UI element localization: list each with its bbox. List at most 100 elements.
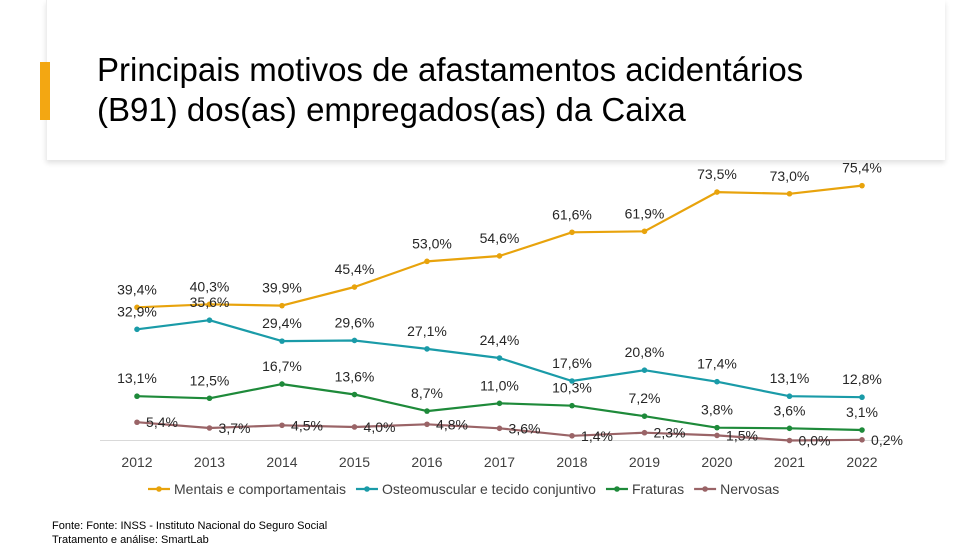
- data-point: [134, 419, 140, 426]
- data-label: 17,4%: [697, 356, 737, 372]
- data-point: [424, 421, 430, 428]
- data-point: [351, 337, 358, 344]
- data-label: 11,0%: [480, 377, 519, 393]
- data-point: [351, 424, 358, 430]
- data-label: 32,9%: [117, 303, 157, 319]
- data-label: 3,8%: [701, 402, 733, 418]
- legend-label: Mentais e comportamentais: [174, 481, 346, 497]
- data-point: [569, 229, 575, 236]
- data-label: 4,8%: [436, 416, 468, 432]
- legend-swatch-marker: [614, 486, 620, 492]
- x-tick-label: 2019: [629, 454, 660, 470]
- data-label: 61,6%: [552, 206, 592, 222]
- data-label: 12,8%: [842, 371, 882, 387]
- data-point: [279, 381, 285, 387]
- data-point: [786, 425, 793, 432]
- data-point: [859, 394, 865, 401]
- data-point: [206, 395, 213, 402]
- data-label: 29,6%: [335, 314, 375, 330]
- data-point: [134, 326, 140, 333]
- slide-title-line-1: Principais motivos de afastamentos acide…: [97, 51, 804, 88]
- x-tick-label: 2021: [774, 454, 805, 470]
- data-point: [786, 190, 793, 197]
- data-point: [496, 425, 503, 432]
- data-label: 13,1%: [117, 370, 157, 386]
- x-tick-label: 2022: [846, 454, 877, 470]
- data-label: 3,7%: [219, 420, 251, 436]
- data-label: 10,3%: [552, 380, 592, 396]
- data-label: 73,5%: [697, 166, 737, 182]
- data-label: 1,5%: [726, 427, 758, 443]
- slide-title-line-2: (B91) dos(as) empregados(as) da Caixa: [97, 91, 686, 128]
- x-tick-label: 2016: [411, 454, 442, 470]
- data-label: 45,4%: [335, 261, 375, 277]
- data-point: [351, 391, 358, 398]
- legend-swatch-marker: [364, 486, 370, 492]
- data-label: 16,7%: [262, 358, 302, 374]
- data-label: 54,6%: [480, 230, 520, 246]
- data-point: [279, 302, 285, 309]
- legend-label: Osteomuscular e tecido conjuntivo: [382, 481, 596, 497]
- data-point: [641, 228, 648, 235]
- data-point: [859, 427, 865, 433]
- x-tick-label: 2018: [556, 454, 587, 470]
- data-label: 7,2%: [629, 390, 661, 406]
- data-point: [569, 402, 575, 409]
- x-tick-label: 2015: [339, 454, 370, 470]
- data-point: [496, 253, 503, 259]
- data-label: 13,1%: [770, 370, 810, 386]
- data-label: 0,2%: [871, 432, 903, 448]
- legend-swatch-marker: [156, 486, 162, 492]
- x-tick-label: 2014: [266, 454, 297, 470]
- data-label: 39,9%: [262, 280, 302, 296]
- data-point: [279, 338, 285, 344]
- data-point: [134, 393, 140, 400]
- data-label: 24,4%: [480, 332, 520, 348]
- data-label: 3,6%: [509, 420, 541, 436]
- data-label: 17,6%: [552, 355, 592, 371]
- source-line-2: Tratamento e análise: SmartLab: [52, 534, 209, 546]
- data-label: 3,1%: [846, 404, 878, 420]
- data-label: 4,5%: [291, 417, 323, 433]
- data-point: [424, 346, 430, 352]
- data-label: 0,0%: [799, 433, 831, 449]
- data-point: [424, 408, 430, 414]
- data-label: 5,4%: [146, 414, 178, 430]
- data-point: [206, 301, 213, 308]
- data-point: [496, 355, 503, 361]
- data-label: 40,3%: [190, 278, 230, 294]
- data-point: [424, 258, 430, 265]
- legend-label: Fraturas: [632, 481, 684, 497]
- x-tick-label: 2020: [701, 454, 732, 470]
- data-label: 73,0%: [770, 168, 810, 184]
- data-label: 1,4%: [581, 428, 613, 444]
- data-label: 35,6%: [190, 294, 230, 310]
- data-label: 8,7%: [411, 385, 443, 401]
- data-point: [786, 393, 793, 400]
- series-line-1: [136, 184, 863, 309]
- data-point: [496, 400, 503, 407]
- data-label: 27,1%: [407, 323, 447, 339]
- data-label: 13,6%: [335, 369, 375, 385]
- data-label: 2,3%: [654, 425, 686, 441]
- source-line-1: Fonte: Fonte: INSS - Instituto Nacional …: [52, 520, 328, 532]
- data-point: [279, 422, 285, 429]
- data-label: 4,0%: [364, 419, 396, 435]
- data-point: [641, 429, 648, 436]
- data-label: 20,8%: [625, 344, 665, 360]
- x-tick-label: 2012: [121, 454, 152, 470]
- x-tick-label: 2013: [194, 454, 225, 470]
- data-label: 61,9%: [625, 205, 665, 221]
- data-point: [786, 437, 793, 444]
- data-point: [714, 189, 720, 195]
- legend-label: Nervosas: [720, 481, 779, 497]
- x-tick-label: 2017: [484, 454, 515, 470]
- data-point: [859, 437, 865, 443]
- data-point: [569, 432, 575, 439]
- legend-swatch-marker: [702, 486, 708, 492]
- data-point: [351, 284, 358, 290]
- title-card: [46, 0, 945, 160]
- source-note: Fonte: Fonte: INSS - Instituto Nacional …: [52, 519, 327, 547]
- data-point: [859, 182, 865, 189]
